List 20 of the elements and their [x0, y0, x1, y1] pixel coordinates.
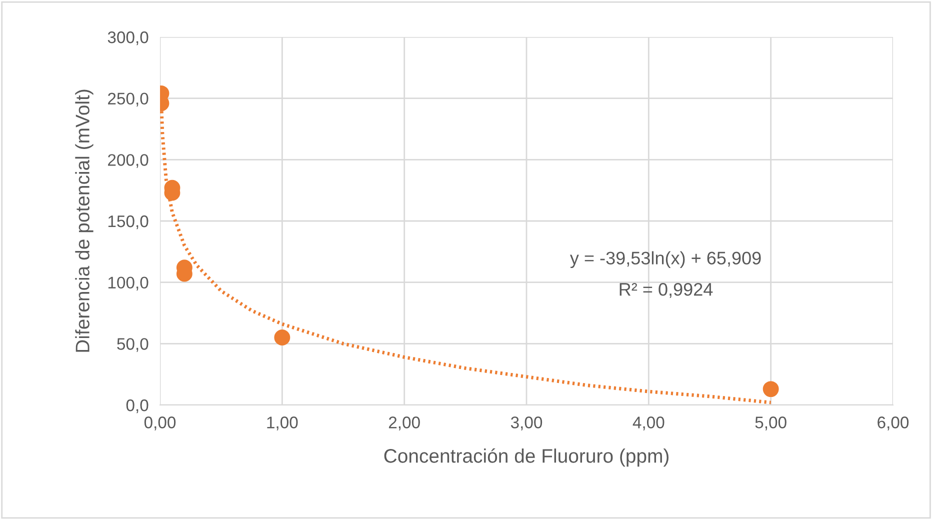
x-axis-title: Concentración de Fluoruro (ppm): [384, 448, 669, 467]
x-tick-label: 4,00: [632, 416, 664, 430]
y-tick-label: 200,0: [108, 154, 148, 168]
y-tick-label: 50,0: [117, 338, 148, 352]
x-tick-label: 5,00: [755, 416, 786, 430]
y-tick-label: 0,0: [126, 399, 148, 414]
y-tick-label: 150,0: [108, 215, 148, 230]
annotation: R² = 0,9924: [620, 282, 713, 298]
y-tick-label: 300,0: [108, 31, 148, 46]
x-tick-label: 1,00: [267, 416, 298, 430]
x-tick-label: 0,00: [144, 416, 176, 430]
x-tick-label: 6,00: [878, 416, 909, 430]
y-tick-label: 100,0: [108, 276, 148, 291]
x-tick-label: 2,00: [388, 416, 420, 430]
annotation: y = -39,53ln(x) + 65,909: [570, 251, 761, 268]
point: [762, 381, 779, 398]
y-tick-label: 250,0: [108, 92, 148, 107]
x-tick-label: 3,00: [510, 416, 542, 430]
point: [274, 330, 290, 346]
y-axis-title: Diferencia de potencial (mVolt): [75, 90, 94, 352]
